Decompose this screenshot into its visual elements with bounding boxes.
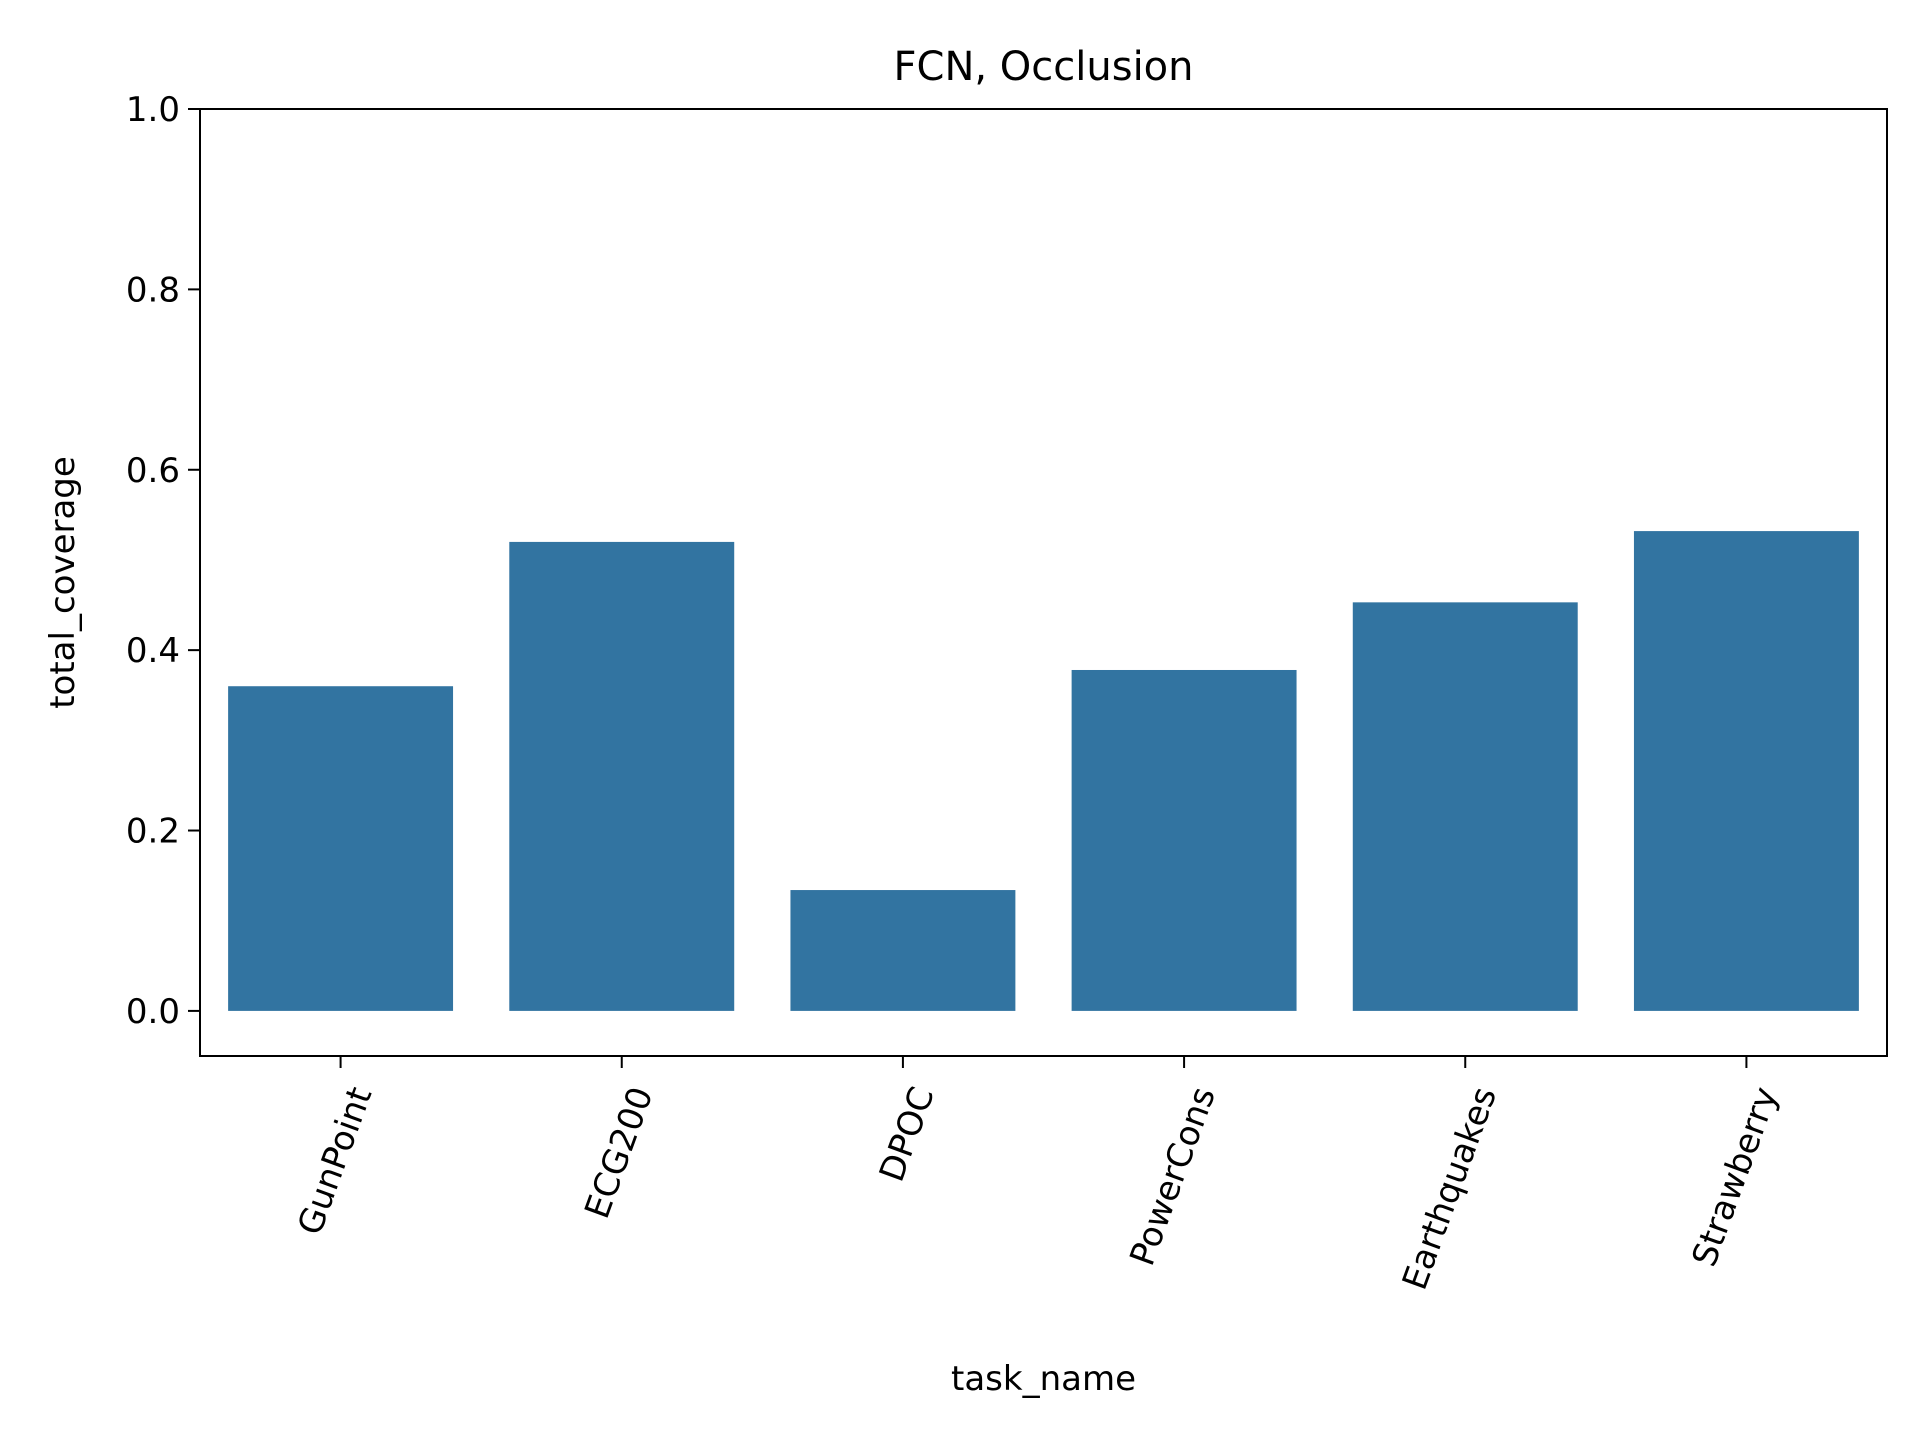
bars-group bbox=[228, 531, 1859, 1011]
bar-earthquakes bbox=[1352, 602, 1578, 1011]
plot-area bbox=[200, 109, 1887, 1056]
y-tick-label: 0.2 bbox=[126, 812, 180, 852]
y-axis: 0.0 0.2 0.4 0.6 0.8 1.0 bbox=[126, 90, 200, 1032]
chart-title: FCN, Occlusion bbox=[894, 44, 1194, 90]
bar-ecg200 bbox=[509, 541, 735, 1011]
y-axis-label: total_coverage bbox=[43, 456, 83, 709]
y-tick-label: 0.6 bbox=[126, 451, 180, 491]
bar-strawberry bbox=[1633, 531, 1859, 1011]
y-tick-label: 0.4 bbox=[126, 631, 180, 671]
bar-powercons bbox=[1071, 669, 1297, 1011]
x-axis-label: task_name bbox=[951, 1359, 1136, 1399]
y-tick-label: 0.8 bbox=[126, 270, 180, 310]
y-tick-label: 1.0 bbox=[126, 90, 180, 130]
plot-frame bbox=[199, 108, 1888, 1057]
bar-dpoc bbox=[790, 890, 1016, 1011]
bar-gunpoint bbox=[228, 686, 454, 1011]
y-tick-label: 0.0 bbox=[126, 992, 180, 1032]
